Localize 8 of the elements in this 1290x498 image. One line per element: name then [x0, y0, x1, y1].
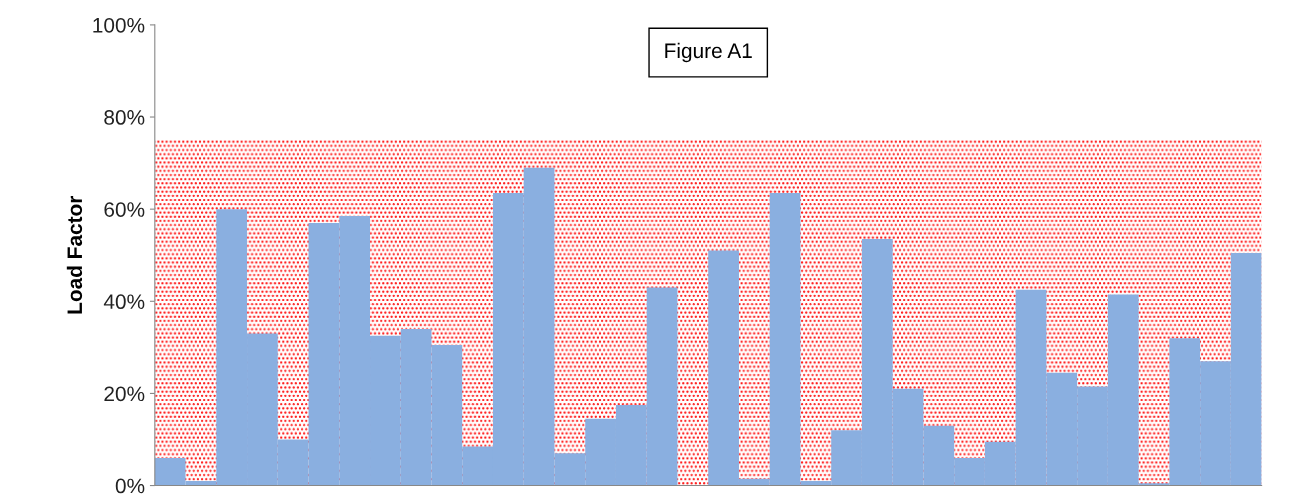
y-axis-title: Load Factor [66, 195, 83, 314]
y-tick-label: 40% [103, 294, 145, 310]
y-tick-label: 20% [104, 386, 145, 402]
text: Figure A1 [665, 42, 752, 63]
y-tick-label: 60% [104, 202, 145, 217]
y-tick-label: 80% [104, 110, 145, 125]
y-tick-label: 100% [93, 17, 145, 33]
y-tick-label: 0% [115, 478, 145, 494]
